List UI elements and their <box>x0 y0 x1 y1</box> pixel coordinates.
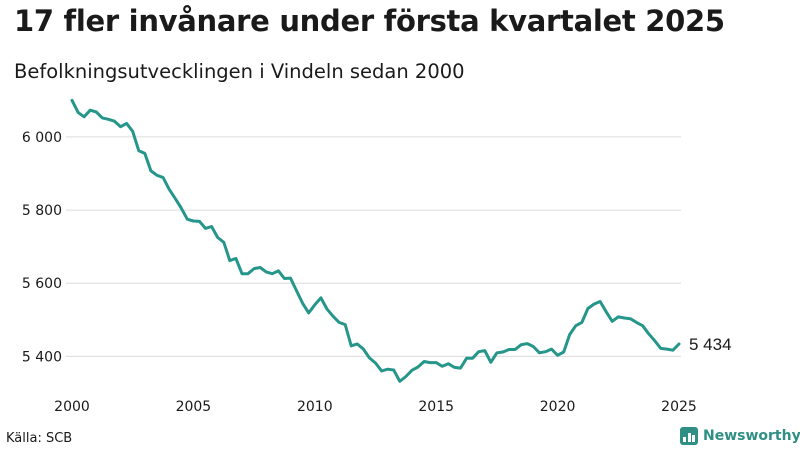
y-tick-label: 5 800 <box>22 203 62 219</box>
x-tick-label: 2020 <box>540 399 576 415</box>
x-tick-label: 2025 <box>661 399 697 415</box>
bar-chart-icon <box>680 427 698 445</box>
x-tick-label: 2015 <box>418 399 454 415</box>
source-note: Källa: SCB <box>6 431 73 446</box>
chart-title: 17 fler invånare under första kvartalet … <box>14 4 725 38</box>
x-tick-label: 2000 <box>54 399 90 415</box>
x-tick-label: 2010 <box>297 399 333 415</box>
brand-name: Newsworthy <box>703 428 800 444</box>
y-tick-label: 5 600 <box>22 276 62 292</box>
newsworthy-logo: Newsworthy <box>680 427 800 445</box>
x-tick-label: 2005 <box>176 399 212 415</box>
chart-subtitle: Befolkningsutvecklingen i Vindeln sedan … <box>14 60 465 83</box>
end-value-label: 5 434 <box>689 335 732 354</box>
y-tick-label: 6 000 <box>22 130 62 146</box>
population-line <box>70 98 681 383</box>
y-tick-label: 5 400 <box>22 349 62 365</box>
